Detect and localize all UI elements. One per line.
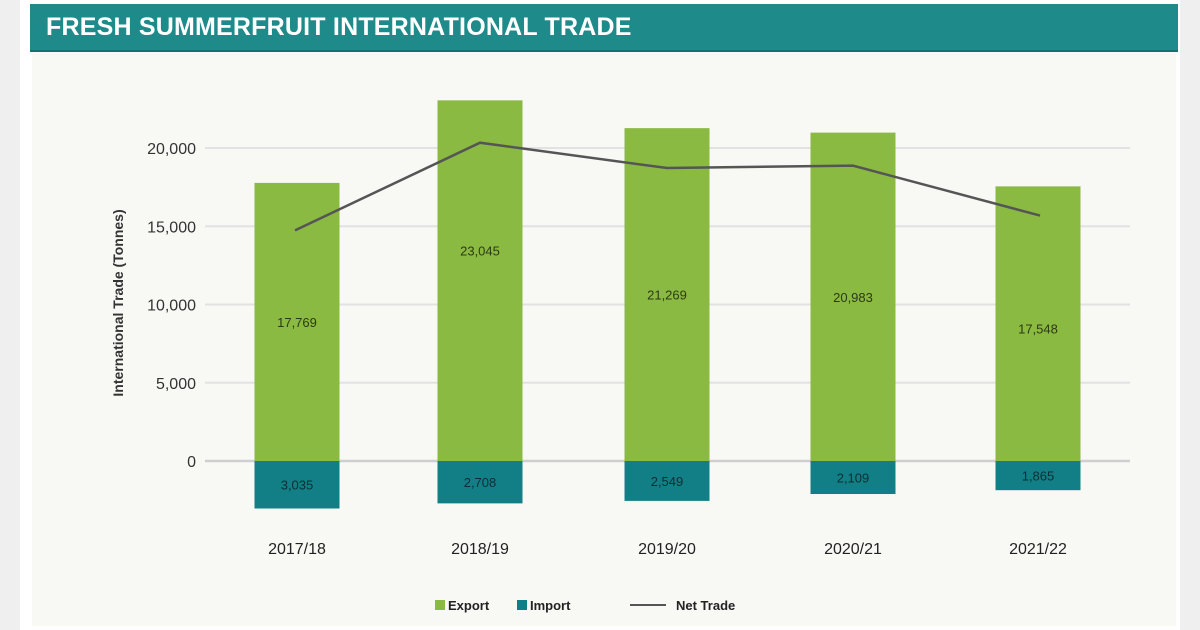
y-tick-label: 20,000 — [147, 141, 196, 158]
y-tick-label: 10,000 — [147, 298, 196, 315]
y-axis-label: International Trade (Tonnes) — [110, 209, 126, 396]
import-legend-swatch — [517, 600, 527, 610]
net-trade-legend-label: Net Trade — [676, 598, 735, 613]
import-value-label: 2,109 — [837, 471, 870, 486]
export-legend-label: Export — [448, 598, 490, 613]
bars: 17,769 3,035 23,045 2,708 21,269 2,549 20,983 2… — [254, 100, 1081, 509]
x-tick-label: 2018/19 — [451, 541, 509, 558]
import-value-label: 2,549 — [651, 474, 684, 489]
y-tick-label: 0 — [187, 454, 196, 471]
net-trade-polyline — [294, 141, 1041, 232]
export-value-label: 17,769 — [277, 315, 317, 330]
export-bar — [810, 132, 896, 462]
import-value-label: 2,708 — [464, 475, 497, 490]
x-tick-label: 2021/22 — [1009, 541, 1067, 558]
export-legend-swatch — [435, 600, 445, 610]
export-value-label: 23,045 — [460, 244, 500, 259]
chart-title: FRESH SUMMERFRUIT INTERNATIONAL TRADE — [46, 13, 632, 41]
x-axis-ticks: 2017/18 2018/19 2019/20 2020/21 2021/22 — [268, 541, 1067, 558]
y-tick-label: 15,000 — [147, 219, 196, 236]
export-value-label: 20,983 — [833, 290, 873, 305]
import-bar — [254, 461, 340, 509]
export-bar — [624, 128, 710, 462]
export-value-label: 21,269 — [647, 288, 687, 303]
import-legend-label: Import — [530, 598, 571, 613]
import-bar — [810, 461, 896, 495]
x-tick-label: 2017/18 — [268, 541, 326, 558]
import-value-label: 3,035 — [281, 478, 314, 493]
x-tick-label: 2019/20 — [638, 541, 696, 558]
export-bar — [437, 100, 523, 461]
x-tick-label: 2020/21 — [824, 541, 882, 558]
export-bar — [995, 186, 1081, 462]
import-bar — [995, 461, 1081, 491]
import-bar — [624, 461, 710, 501]
import-value-label: 1,865 — [1022, 469, 1055, 484]
y-tick-label: 5,000 — [156, 376, 196, 393]
import-bar — [437, 461, 523, 504]
y-axis-ticks: 0 5,000 10,000 15,000 20,000 — [147, 141, 196, 471]
title-bar: FRESH SUMMERFRUIT INTERNATIONAL TRADE — [30, 4, 1178, 52]
export-value-label: 17,548 — [1018, 322, 1058, 337]
legend: Export Import Net Trade — [435, 598, 735, 613]
net-trade-line — [294, 141, 1041, 232]
